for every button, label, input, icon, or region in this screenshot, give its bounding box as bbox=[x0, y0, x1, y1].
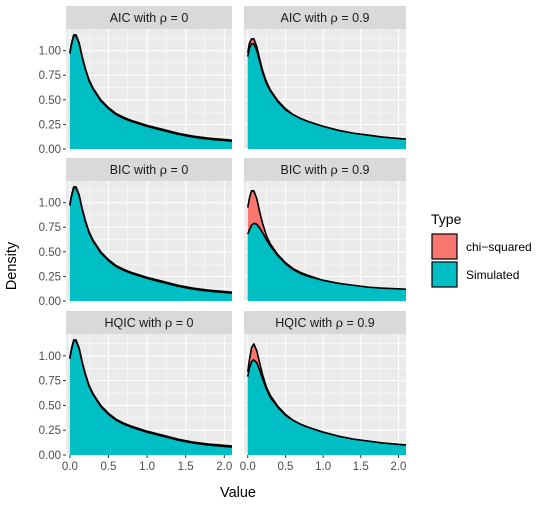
y-tick-label: 1.00 bbox=[39, 198, 61, 210]
facet-panel: AIC with ρ = 0.9 bbox=[244, 6, 406, 150]
legend-key-simulated bbox=[431, 261, 458, 288]
legend-label-chi-squared: chi−squared bbox=[466, 240, 532, 254]
x-tick-label: 1.5 bbox=[353, 461, 369, 473]
facet-panel: HQIC with ρ = 0.9 bbox=[244, 311, 406, 456]
facet-strip bbox=[244, 6, 406, 29]
facet-strip-label: AIC with ρ = 0 bbox=[110, 10, 189, 25]
simulated-density-line bbox=[246, 358, 406, 446]
y-tick-label: 0.50 bbox=[39, 400, 61, 412]
y-tick-label: 0.00 bbox=[39, 450, 61, 462]
facet-panel: BIC with ρ = 0.9 bbox=[244, 158, 406, 302]
facet-panel: HQIC with ρ = 0 bbox=[66, 311, 232, 456]
x-tick-label: 0.0 bbox=[62, 461, 78, 473]
density-areas bbox=[69, 339, 232, 455]
facet-strip bbox=[244, 158, 406, 181]
facet-panel: BIC with ρ = 0 bbox=[66, 158, 232, 302]
legend: Type chi−squared Simulated bbox=[431, 211, 532, 288]
x-axis-title: Value bbox=[220, 485, 256, 501]
facet-strip-label: BIC with ρ = 0 bbox=[110, 162, 189, 177]
y-axis-title: Density bbox=[4, 241, 20, 290]
y-tick-label: 0.00 bbox=[39, 296, 61, 308]
simulated-density-line bbox=[69, 35, 232, 142]
y-tick-label: 1.00 bbox=[39, 351, 61, 363]
y-tick-label: 0.50 bbox=[39, 95, 61, 107]
density-areas bbox=[69, 186, 232, 301]
legend-label-simulated: Simulated bbox=[466, 268, 519, 282]
simulated-density-area bbox=[69, 35, 232, 149]
facet-strip-label: HQIC with ρ = 0 bbox=[105, 315, 194, 330]
simulated-density-area bbox=[69, 187, 232, 301]
facet-strip-label: BIC with ρ = 0.9 bbox=[281, 162, 370, 177]
facet-strip-label: HQIC with ρ = 0.9 bbox=[275, 315, 374, 330]
facet-strip-label: AIC with ρ = 0.9 bbox=[281, 10, 370, 25]
x-tick-label: 1.0 bbox=[139, 461, 155, 473]
x-tick-label: 1.0 bbox=[315, 461, 331, 473]
y-tick-label: 0.75 bbox=[39, 222, 61, 234]
y-tick-label: 0.25 bbox=[39, 119, 61, 131]
legend-title: Type bbox=[431, 211, 462, 227]
legend-key-chi-squared bbox=[431, 233, 458, 260]
density-areas bbox=[246, 343, 406, 455]
y-tick-label: 0.00 bbox=[39, 144, 61, 156]
y-tick-label: 0.75 bbox=[39, 70, 61, 82]
density-areas bbox=[246, 190, 406, 301]
facet-strip bbox=[66, 158, 232, 181]
x-tick-label: 1.5 bbox=[178, 461, 194, 473]
x-tick-label: 0.5 bbox=[277, 461, 293, 473]
simulated-density-area bbox=[69, 340, 232, 455]
y-tick-label: 0.50 bbox=[39, 247, 61, 259]
axes: 0.000.250.500.751.000.000.250.500.751.00… bbox=[39, 46, 407, 473]
facet-strip bbox=[66, 311, 232, 334]
facet-panel: AIC with ρ = 0 bbox=[66, 6, 232, 150]
simulated-density-line bbox=[69, 340, 232, 448]
density-areas bbox=[69, 34, 232, 149]
y-tick-label: 1.00 bbox=[39, 46, 61, 58]
simulated-density-line bbox=[247, 222, 406, 290]
density-areas bbox=[246, 38, 406, 149]
y-tick-label: 0.75 bbox=[39, 376, 61, 388]
simulated-density-area bbox=[247, 223, 406, 301]
x-tick-label: 2.0 bbox=[390, 461, 406, 473]
facet-panels: AIC with ρ = 0 AIC with ρ = 0.9 BIC with ρ… bbox=[66, 6, 406, 456]
x-tick-label: 2.0 bbox=[216, 461, 232, 473]
x-tick-label: 0.0 bbox=[240, 461, 256, 473]
simulated-density-line bbox=[69, 187, 232, 294]
simulated-density-area bbox=[247, 43, 406, 149]
simulated-density-area bbox=[247, 359, 406, 455]
y-tick-label: 0.25 bbox=[39, 271, 61, 283]
x-tick-label: 0.5 bbox=[100, 461, 116, 473]
simulated-density-line bbox=[246, 42, 406, 140]
facet-strip bbox=[66, 6, 232, 29]
facet-strip bbox=[244, 311, 406, 334]
y-tick-label: 0.25 bbox=[39, 425, 61, 437]
